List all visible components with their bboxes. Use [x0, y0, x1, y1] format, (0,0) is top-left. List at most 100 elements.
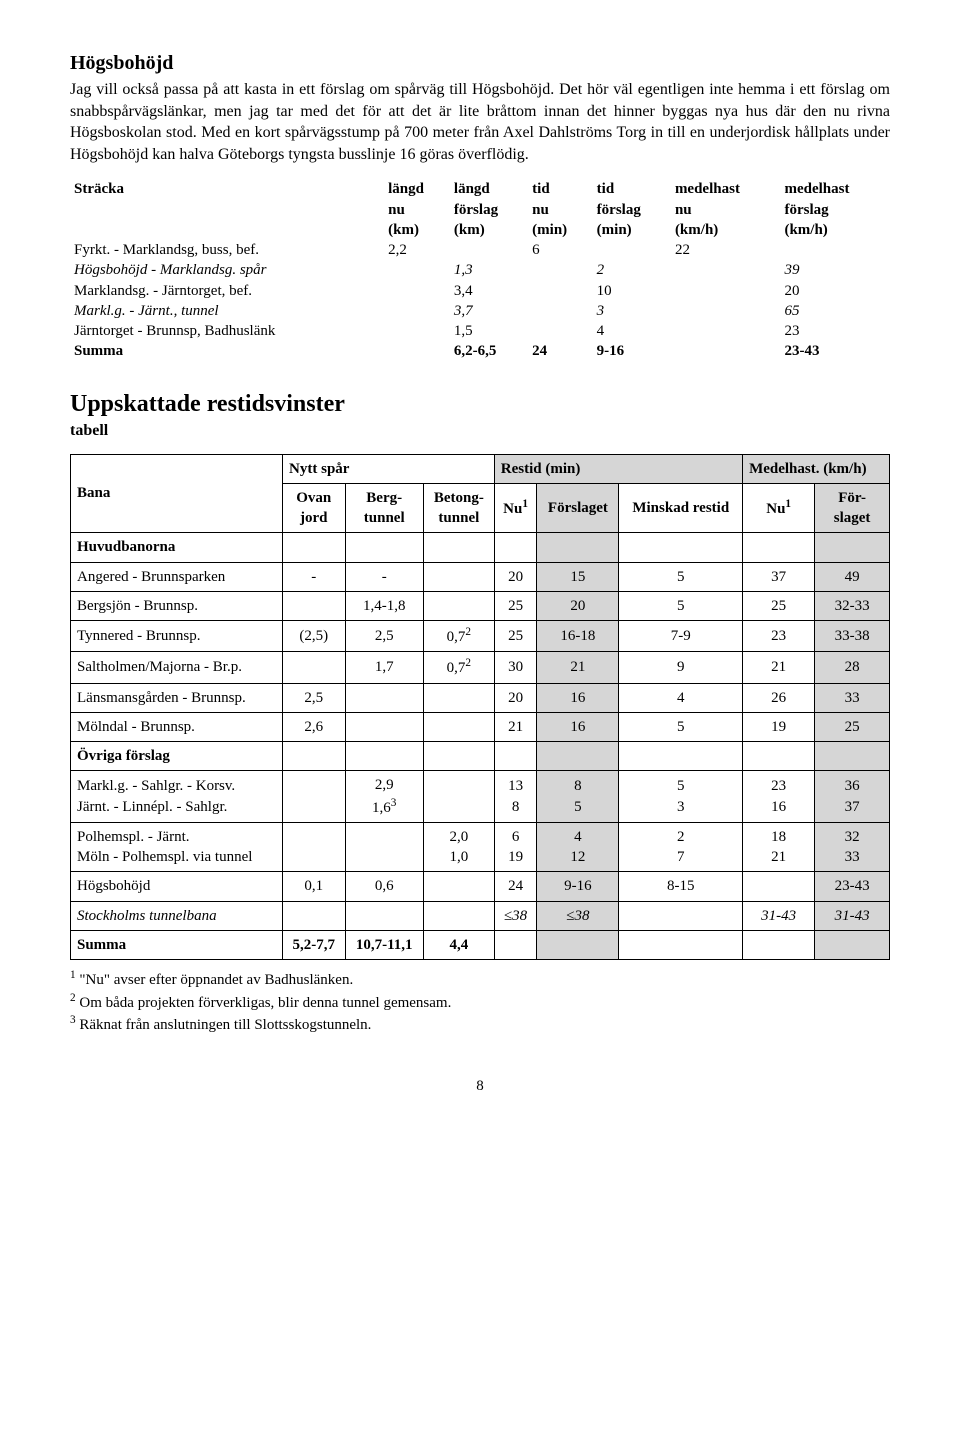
cell: [423, 742, 494, 771]
t2-h-medelhast: Medelhast. (km/h): [743, 454, 890, 483]
cell: 5,2-7,7: [283, 930, 345, 959]
cell: [537, 742, 619, 771]
cell: 4: [619, 683, 743, 712]
cell: -: [283, 562, 345, 591]
t2-h-berg: Berg-tunnel: [345, 483, 423, 533]
group-row: Huvudbanorna: [71, 533, 890, 562]
cell: [283, 771, 345, 823]
cell: [671, 321, 781, 341]
cell: [345, 742, 423, 771]
t1-h1c: (km): [384, 220, 450, 240]
cell: 10,7-11,1: [345, 930, 423, 959]
t1-h4c: (min): [593, 220, 671, 240]
cell: 53: [619, 771, 743, 823]
cell: [743, 742, 815, 771]
table-row: Polhemspl. - Järnt.Möln - Polhemspl. via…: [71, 822, 890, 872]
cell: 20: [494, 683, 537, 712]
row-label: Tynnered - Brunnsp.: [71, 621, 283, 652]
cell: [423, 533, 494, 562]
cell: [528, 260, 593, 280]
cell: 619: [494, 822, 537, 872]
row-label: Summa: [71, 930, 283, 959]
cell: 49: [815, 562, 890, 591]
cell: 25: [494, 591, 537, 620]
cell: 8-15: [619, 872, 743, 901]
t1-h5a: medelhast: [671, 179, 781, 199]
cell: 25: [494, 621, 537, 652]
cell: 2316: [743, 771, 815, 823]
t1-h6b: förslag: [780, 200, 890, 220]
cell: [283, 591, 345, 620]
section-title-restidsvinster: Uppskattade restidsvinster: [70, 388, 890, 420]
row-label: Fyrkt. - Marklandsg, buss, bef.: [70, 240, 384, 260]
row-label: Bergsjön - Brunnsp.: [71, 591, 283, 620]
cell: 0,72: [423, 652, 494, 683]
cell: 65: [780, 301, 890, 321]
t1-h3c: (min): [528, 220, 593, 240]
cell: [423, 683, 494, 712]
cell: [671, 281, 781, 301]
cell: [450, 240, 528, 260]
cell: 2: [593, 260, 671, 280]
cell: [384, 260, 450, 280]
cell: 23: [743, 621, 815, 652]
cell: 6,2-6,5: [450, 341, 528, 361]
footnotes: 1 "Nu" avser efter öppnandet av Badhuslä…: [70, 968, 890, 1036]
table-row: Stockholms tunnelbana≤38≤3831-4331-43: [71, 901, 890, 930]
cell: 2,2: [384, 240, 450, 260]
cell: 22: [671, 240, 781, 260]
t1-h2a: längd: [450, 179, 528, 199]
cell: 3233: [815, 822, 890, 872]
t1-h6c: (km/h): [780, 220, 890, 240]
cell: 33: [815, 683, 890, 712]
table-row: Högsbohöjd0,10,6249-168-1523-43: [71, 872, 890, 901]
cell: ≤38: [494, 901, 537, 930]
table-row: Markl.g. - Järnt., tunnel3,7365: [70, 301, 890, 321]
cell: [283, 652, 345, 683]
cell: 26: [743, 683, 815, 712]
cell: [619, 930, 743, 959]
cell: [345, 712, 423, 741]
row-label: Mölndal - Brunnsp.: [71, 712, 283, 741]
cell: 3: [593, 301, 671, 321]
cell: 2,5: [345, 621, 423, 652]
t2-h-for2: För-slaget: [815, 483, 890, 533]
cell: 2,5: [283, 683, 345, 712]
table-row: Angered - Brunnsparken--201553749: [71, 562, 890, 591]
cell: (2,5): [283, 621, 345, 652]
cell: 3,7: [450, 301, 528, 321]
cell: 2,6: [283, 712, 345, 741]
cell: 31-43: [743, 901, 815, 930]
cell: 20: [537, 591, 619, 620]
cell: 23: [780, 321, 890, 341]
table-row: Saltholmen/Majorna - Br.p.1,70,723021921…: [71, 652, 890, 683]
cell: 1,7: [345, 652, 423, 683]
section-subtitle-tabell: tabell: [70, 420, 890, 442]
cell: [671, 260, 781, 280]
cell: 4,4: [423, 930, 494, 959]
row-label: Saltholmen/Majorna - Br.p.: [71, 652, 283, 683]
cell: 28: [815, 652, 890, 683]
row-label: Järntorget - Brunnsp, Badhuslänk: [70, 321, 384, 341]
cell: 4: [593, 321, 671, 341]
cell: 1,5: [450, 321, 528, 341]
cell: [384, 301, 450, 321]
cell: 15: [537, 562, 619, 591]
cell: 16: [537, 683, 619, 712]
cell: 37: [743, 562, 815, 591]
cell: [619, 533, 743, 562]
t2-h-forslaget: Förslaget: [537, 483, 619, 533]
page-number: 8: [70, 1076, 890, 1096]
cell: [671, 341, 781, 361]
table-row: Länsmansgården - Brunnsp.2,5201642633: [71, 683, 890, 712]
t1-h6a: medelhast: [780, 179, 890, 199]
cell: 138: [494, 771, 537, 823]
cell: 33-38: [815, 621, 890, 652]
cell: [743, 930, 815, 959]
row-label: Högsbohöjd: [71, 872, 283, 901]
cell: 24: [528, 341, 593, 361]
t2-h-betong: Betong-tunnel: [423, 483, 494, 533]
cell: [423, 872, 494, 901]
cell: [537, 533, 619, 562]
cell: 0,72: [423, 621, 494, 652]
